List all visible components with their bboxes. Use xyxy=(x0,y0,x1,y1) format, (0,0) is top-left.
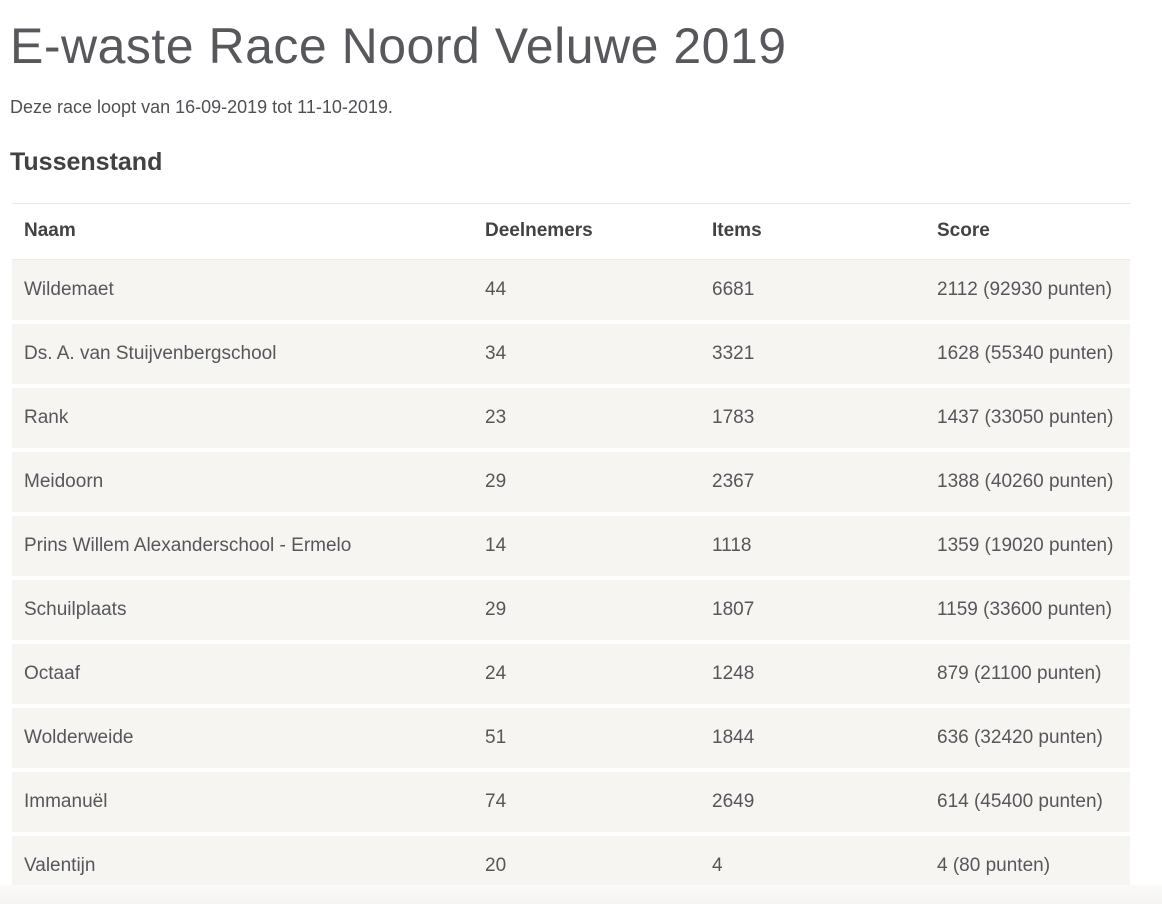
deelnemers-cell: 74 xyxy=(473,769,700,836)
name-cell: Prins Willem Alexanderschool - Ermelo xyxy=(12,513,473,580)
deelnemers-cell: 29 xyxy=(473,449,700,516)
header-row: Naam Deelnemers Items Score xyxy=(12,203,1130,260)
name-cell: Rank xyxy=(12,385,473,452)
column-header-deelnemers: Deelnemers xyxy=(473,203,700,260)
name-cell: Ds. A. van Stuijvenbergschool xyxy=(12,321,473,388)
score-cell: 1388 (40260 punten) xyxy=(925,449,1130,516)
table-row: Rank 23 1783 1437 (33050 punten) xyxy=(12,385,1130,452)
standings-table: Naam Deelnemers Items Score Wildemaet 44 6… xyxy=(12,203,1130,900)
name-cell: Octaaf xyxy=(12,641,473,708)
items-cell: 1783 xyxy=(700,385,925,452)
table-row: Ds. A. van Stuijvenbergschool 34 3321 1628 … xyxy=(12,321,1130,388)
table-row: Octaaf 24 1248 879 (21100 punten) xyxy=(12,641,1130,708)
deelnemers-cell: 23 xyxy=(473,385,700,452)
footer-band xyxy=(0,885,1162,904)
deelnemers-cell: 24 xyxy=(473,641,700,708)
score-cell: 1359 (19020 punten) xyxy=(925,513,1130,580)
race-period-text: Deze race loopt van 16-09-2019 tot 11-10… xyxy=(10,97,393,117)
column-header-naam: Naam xyxy=(12,203,473,260)
items-cell: 1248 xyxy=(700,641,925,708)
column-header-score: Score xyxy=(925,203,1130,260)
items-cell: 1844 xyxy=(700,705,925,772)
items-cell: 3321 xyxy=(700,321,925,388)
name-cell: Immanuël xyxy=(12,769,473,836)
standings-table-header: Naam Deelnemers Items Score xyxy=(12,203,1130,260)
table-row: Prins Willem Alexanderschool - Ermelo 14 1… xyxy=(12,513,1130,580)
deelnemers-cell: 44 xyxy=(473,259,700,324)
score-cell: 879 (21100 punten) xyxy=(925,641,1130,708)
column-header-items: Items xyxy=(700,203,925,260)
deelnemers-cell: 34 xyxy=(473,321,700,388)
score-cell: 636 (32420 punten) xyxy=(925,705,1130,772)
name-cell: Schuilplaats xyxy=(12,577,473,644)
table-row: Meidoorn 29 2367 1388 (40260 punten) xyxy=(12,449,1130,516)
table-row: Wolderweide 51 1844 636 (32420 punten) xyxy=(12,705,1130,772)
name-cell: Wildemaet xyxy=(12,259,473,324)
table-row: Wildemaet 44 6681 2112 (92930 punten) xyxy=(12,259,1130,324)
deelnemers-cell: 29 xyxy=(473,577,700,644)
score-cell: 614 (45400 punten) xyxy=(925,769,1130,836)
score-cell: 1159 (33600 punten) xyxy=(925,577,1130,644)
standings-heading: Tussenstand xyxy=(10,148,163,176)
items-cell: 6681 xyxy=(700,259,925,324)
items-cell: 1807 xyxy=(700,577,925,644)
page-title: E-waste Race Noord Veluwe 2019 xyxy=(10,18,787,74)
deelnemers-cell: 51 xyxy=(473,705,700,772)
items-cell: 2367 xyxy=(700,449,925,516)
deelnemers-cell: 14 xyxy=(473,513,700,580)
name-cell: Meidoorn xyxy=(12,449,473,516)
name-cell: Wolderweide xyxy=(12,705,473,772)
score-cell: 2112 (92930 punten) xyxy=(925,259,1130,324)
items-cell: 2649 xyxy=(700,769,925,836)
standings-table-body: Wildemaet 44 6681 2112 (92930 punten) Ds. A.… xyxy=(12,259,1130,900)
score-cell: 1628 (55340 punten) xyxy=(925,321,1130,388)
table-row: Schuilplaats 29 1807 1159 (33600 punten) xyxy=(12,577,1130,644)
score-cell: 1437 (33050 punten) xyxy=(925,385,1130,452)
items-cell: 1118 xyxy=(700,513,925,580)
table-row: Immanuël 74 2649 614 (45400 punten) xyxy=(12,769,1130,836)
